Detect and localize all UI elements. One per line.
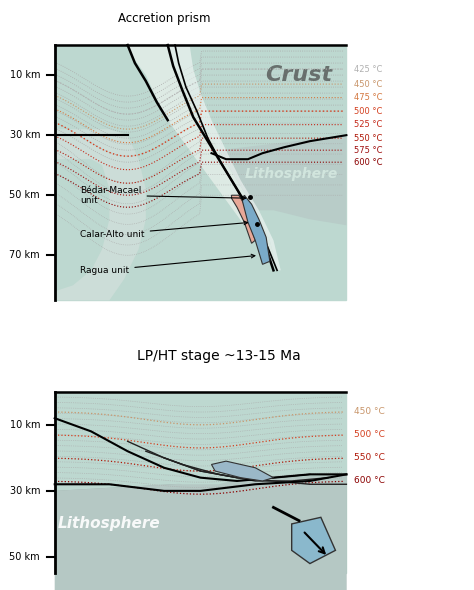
Text: 50 km: 50 km <box>9 552 40 562</box>
Text: 525 °C: 525 °C <box>354 120 382 129</box>
Text: 10 km: 10 km <box>9 70 40 80</box>
Text: 500 °C: 500 °C <box>354 107 382 116</box>
Text: Ragua unit: Ragua unit <box>80 254 255 275</box>
Polygon shape <box>231 195 255 243</box>
Text: 30 km: 30 km <box>9 130 40 140</box>
Text: 30 km: 30 km <box>9 486 40 496</box>
Text: Lithosphere: Lithosphere <box>245 167 338 181</box>
Text: 550 °C: 550 °C <box>354 453 384 463</box>
Text: Lithosphere: Lithosphere <box>58 516 161 532</box>
Polygon shape <box>168 45 281 270</box>
Text: 550 °C: 550 °C <box>354 134 382 143</box>
Text: Bédar-Macael
unit: Bédar-Macael unit <box>80 185 246 205</box>
Polygon shape <box>243 195 270 264</box>
Polygon shape <box>292 517 336 563</box>
Text: Crust: Crust <box>265 65 333 85</box>
Polygon shape <box>211 461 273 481</box>
Polygon shape <box>219 135 346 225</box>
Text: 475 °C: 475 °C <box>354 93 382 102</box>
Polygon shape <box>55 474 346 590</box>
Text: 50 km: 50 km <box>9 190 40 200</box>
Bar <box>55 45 346 300</box>
Bar <box>55 392 346 573</box>
Polygon shape <box>55 129 146 300</box>
Text: 450 °C: 450 °C <box>354 80 382 88</box>
Text: LP/HT stage ~13-15 Ma: LP/HT stage ~13-15 Ma <box>137 349 301 363</box>
Text: 10 km: 10 km <box>9 420 40 430</box>
Text: 425 °C: 425 °C <box>354 64 382 74</box>
Polygon shape <box>55 474 346 590</box>
Text: 600 °C: 600 °C <box>354 477 384 486</box>
Text: Calar-Alto unit: Calar-Alto unit <box>80 221 247 239</box>
Text: Accretion prism: Accretion prism <box>118 12 210 25</box>
Polygon shape <box>55 45 346 300</box>
Text: 575 °C: 575 °C <box>354 146 382 155</box>
Text: 70 km: 70 km <box>9 250 40 260</box>
Polygon shape <box>55 45 346 300</box>
Polygon shape <box>55 392 346 484</box>
Text: 600 °C: 600 °C <box>354 158 382 167</box>
Polygon shape <box>128 45 277 270</box>
Text: 500 °C: 500 °C <box>354 430 384 439</box>
Text: 450 °C: 450 °C <box>354 407 384 416</box>
